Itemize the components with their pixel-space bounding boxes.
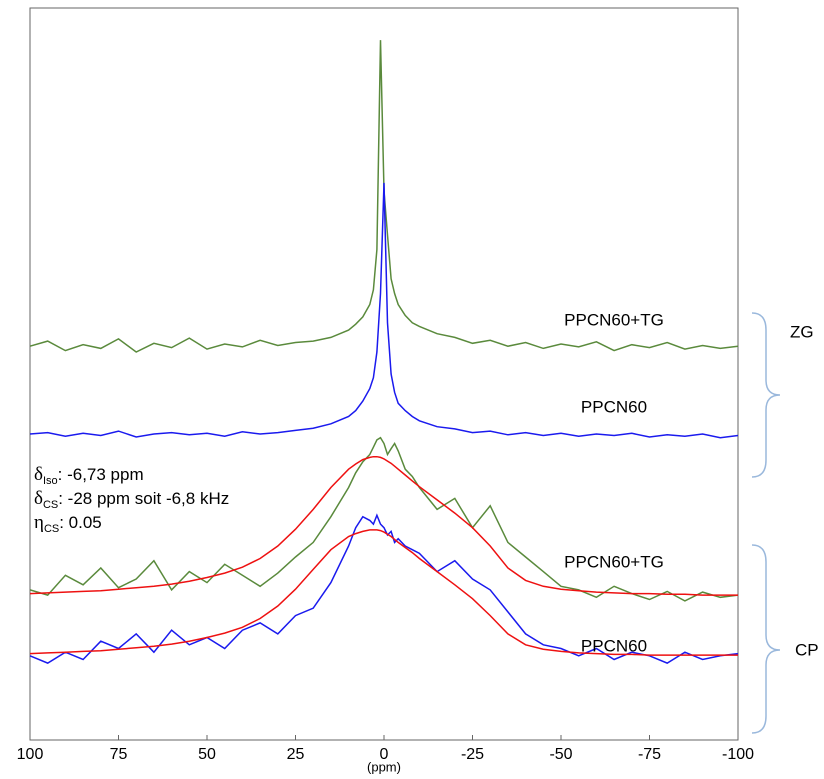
spectrum-line [29,182,739,439]
x-tick-label: -100 [722,746,754,763]
annotation-text: : 0.05 [59,513,102,532]
x-tick-label: 75 [110,746,128,763]
annotation-text: : -28 ppm soit -6,8 kHz [58,489,229,508]
annotation: δIso: -6,73 ppm [34,464,144,487]
spectrum-line [29,455,738,596]
spectrum-line [29,529,738,656]
x-tick-label: 100 [17,746,44,763]
annotation: δCS: -28 ppm soit -6,8 kHz [34,488,229,511]
annotation-text: : -6,73 ppm [58,465,144,484]
series-label: PPCN60 [581,636,647,655]
annotation-sub: CS [43,499,58,511]
annotation: ηCS: 0.05 [34,512,102,535]
series-label: PPCN60+TG [564,552,664,571]
x-tick-label: -50 [549,746,572,763]
annotation-symbol: δ [34,464,43,485]
annotation-symbol: δ [34,488,43,509]
spectrum-line [29,436,739,602]
spectrum-line [29,513,739,664]
x-tick-label: -25 [461,746,484,763]
annotation-sub: CS [44,523,59,535]
annotation-symbol: η [34,512,44,533]
series-label: PPCN60 [581,397,647,416]
bracket-label: CP [795,640,819,659]
x-axis-label: (ppm) [367,759,401,774]
x-tick-label: 0 [380,746,389,763]
x-tick-label: 25 [287,746,305,763]
x-tick-label: 50 [198,746,216,763]
bracket [751,544,781,734]
bracket [751,312,781,478]
plot-frame [29,7,739,741]
bracket-label: ZG [790,322,814,341]
series-label: PPCN60+TG [564,310,664,329]
x-tick-label: -75 [638,746,661,763]
annotation-sub: Iso [43,475,58,487]
